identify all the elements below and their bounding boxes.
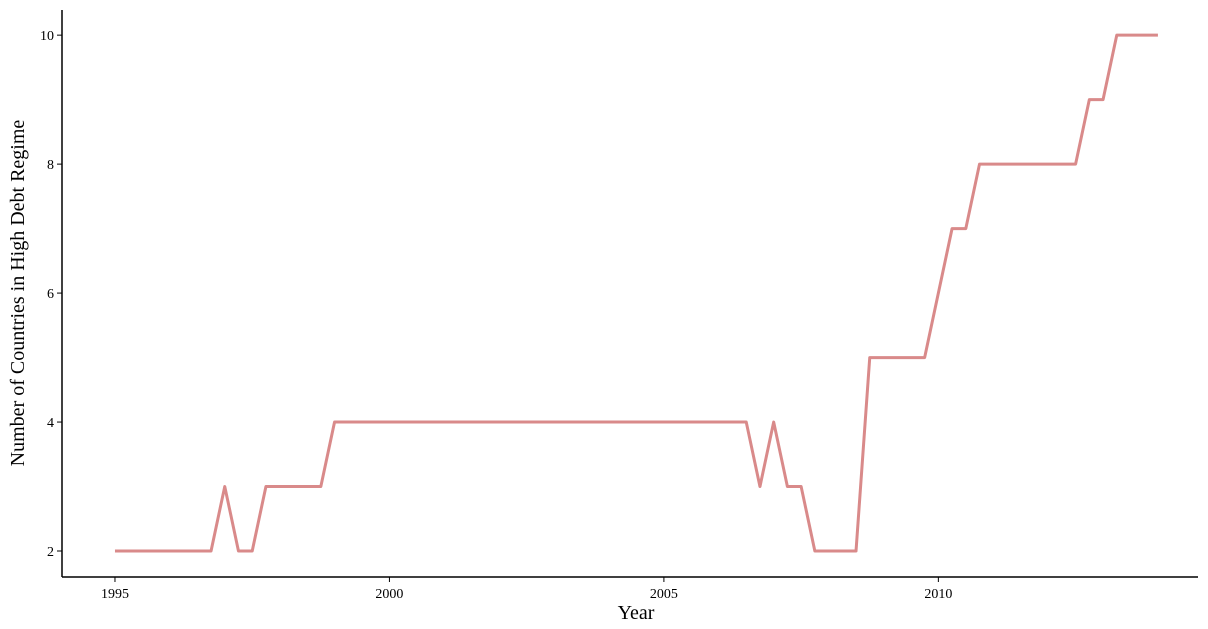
x-tick-label: 2010 [924,587,952,602]
data-line [114,33,1158,553]
y-tick-label: 4 [47,416,54,431]
y-axis-label: Number of Countries in High Debt Regime [7,120,29,467]
y-tick-label: 10 [40,29,54,44]
x-axis-label: Year [618,602,655,624]
x-tick-label: 2000 [375,587,403,602]
y-tick-label: 2 [47,545,54,560]
y-tick-label: 8 [47,158,54,173]
x-tick-label: 2005 [650,587,678,602]
y-tick-label: 6 [47,287,54,302]
x-tick-label: 1995 [101,587,129,602]
